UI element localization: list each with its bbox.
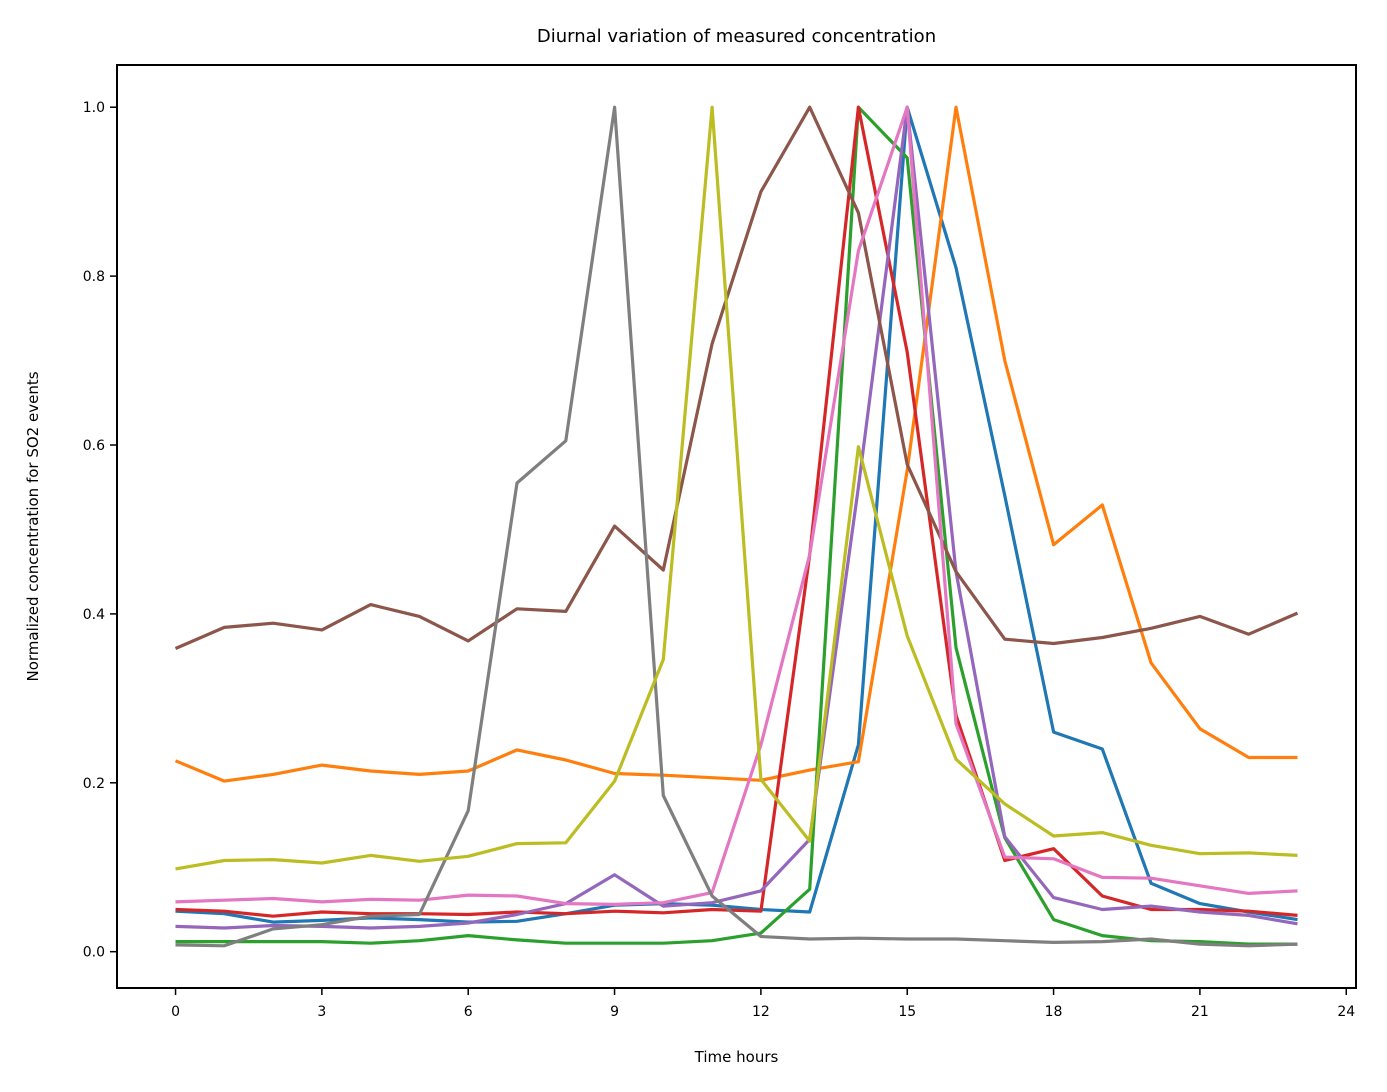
chart-title: Diurnal variation of measured concentrat…: [537, 26, 936, 47]
series-line-5: [175, 105, 1298, 930]
x-tick-label: 3: [317, 1004, 326, 1020]
y-tick-label: 0.4: [83, 607, 105, 623]
series-line-6: [174, 105, 1299, 650]
x-tick-label: 21: [1191, 1004, 1209, 1020]
x-tick-label: 6: [464, 1004, 473, 1020]
series-line-3: [175, 105, 1298, 946]
series-line-1: [175, 105, 1298, 924]
x-tick-label: 18: [1045, 1004, 1063, 1020]
x-axis-title: Time hours: [694, 1048, 779, 1066]
y-axis: 0.0 0.2 0.4 0.6 0.8 1.0: [83, 100, 117, 961]
series-line-7: [175, 105, 1298, 907]
x-tick-label: 0: [171, 1004, 180, 1020]
y-tick-label: 1.0: [83, 100, 105, 116]
y-tick-label: 0.2: [83, 776, 105, 792]
series-line-9: [175, 105, 1298, 871]
series-line-8: [175, 105, 1298, 948]
y-tick-label: 0.0: [83, 945, 105, 961]
series-line-2: [174, 105, 1298, 783]
x-tick-label: 12: [752, 1004, 770, 1020]
y-tick-label: 0.6: [83, 438, 105, 454]
x-tick-label: 15: [898, 1004, 916, 1020]
plot-frame: [116, 64, 1357, 989]
y-tick-label: 0.8: [83, 269, 105, 285]
series-line-4: [175, 105, 1298, 918]
y-axis-title: Normalized concentration for SO2 events: [24, 371, 42, 681]
x-tick-label: 24: [1337, 1004, 1355, 1020]
series-lines: [174, 105, 1299, 948]
x-axis: 0 3 6 9 12 15 18 21 24: [171, 988, 1355, 1020]
x-tick-label: 9: [610, 1004, 619, 1020]
